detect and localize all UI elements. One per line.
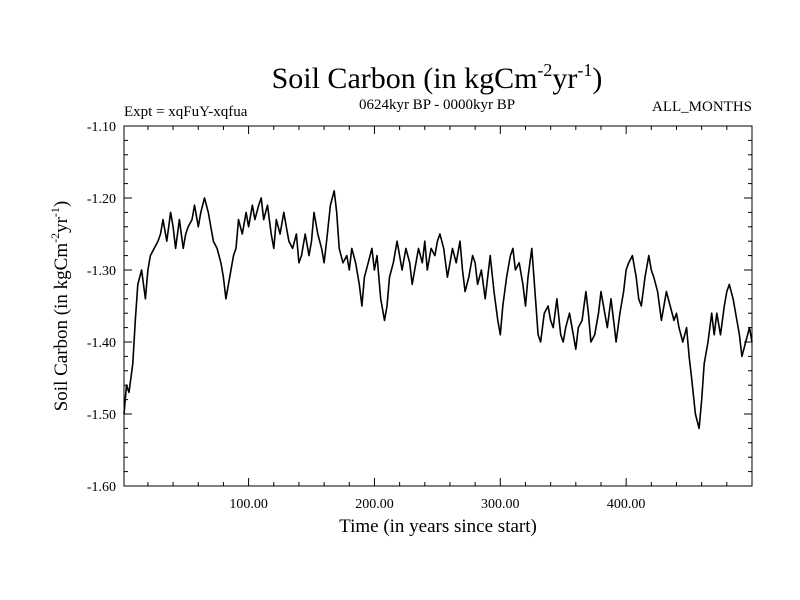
x-tick-label: 100.00 [229, 497, 268, 512]
chart-subtitle-left: Expt = xqFuY-xqfua [124, 104, 248, 120]
y-tick-label: -1.50 [87, 408, 116, 423]
series-line-soil-carbon [123, 190, 753, 430]
x-tick-label: 400.00 [607, 497, 646, 512]
x-axis-label: Time (in years since start) [339, 516, 537, 537]
y-tick-label: -1.60 [87, 480, 116, 495]
y-axis-label: Soil Carbon (in kgCm-2yr-1) [48, 201, 72, 412]
y-tick-label: -1.10 [87, 120, 116, 135]
y-tick-label: -1.30 [87, 264, 116, 279]
chart-subtitle-right: ALL_MONTHS [652, 99, 752, 115]
y-tick-label: -1.40 [87, 336, 116, 351]
x-axis: 100.00 200.00 300.00 400.00 [147, 126, 728, 512]
y-tick-label: -1.20 [87, 192, 116, 207]
plot-frame [123, 125, 753, 487]
chart-title: Soil Carbon (in kgCm-2yr-1) [272, 60, 603, 95]
y-axis: -1.10 -1.20 -1.30 -1.40 -1.50 -1.60 [87, 120, 752, 495]
x-tick-label: 200.00 [355, 497, 394, 512]
x-tick-label: 300.00 [481, 497, 520, 512]
chart-subtitle-center: 0624kyr BP - 0000kyr BP [359, 97, 515, 113]
